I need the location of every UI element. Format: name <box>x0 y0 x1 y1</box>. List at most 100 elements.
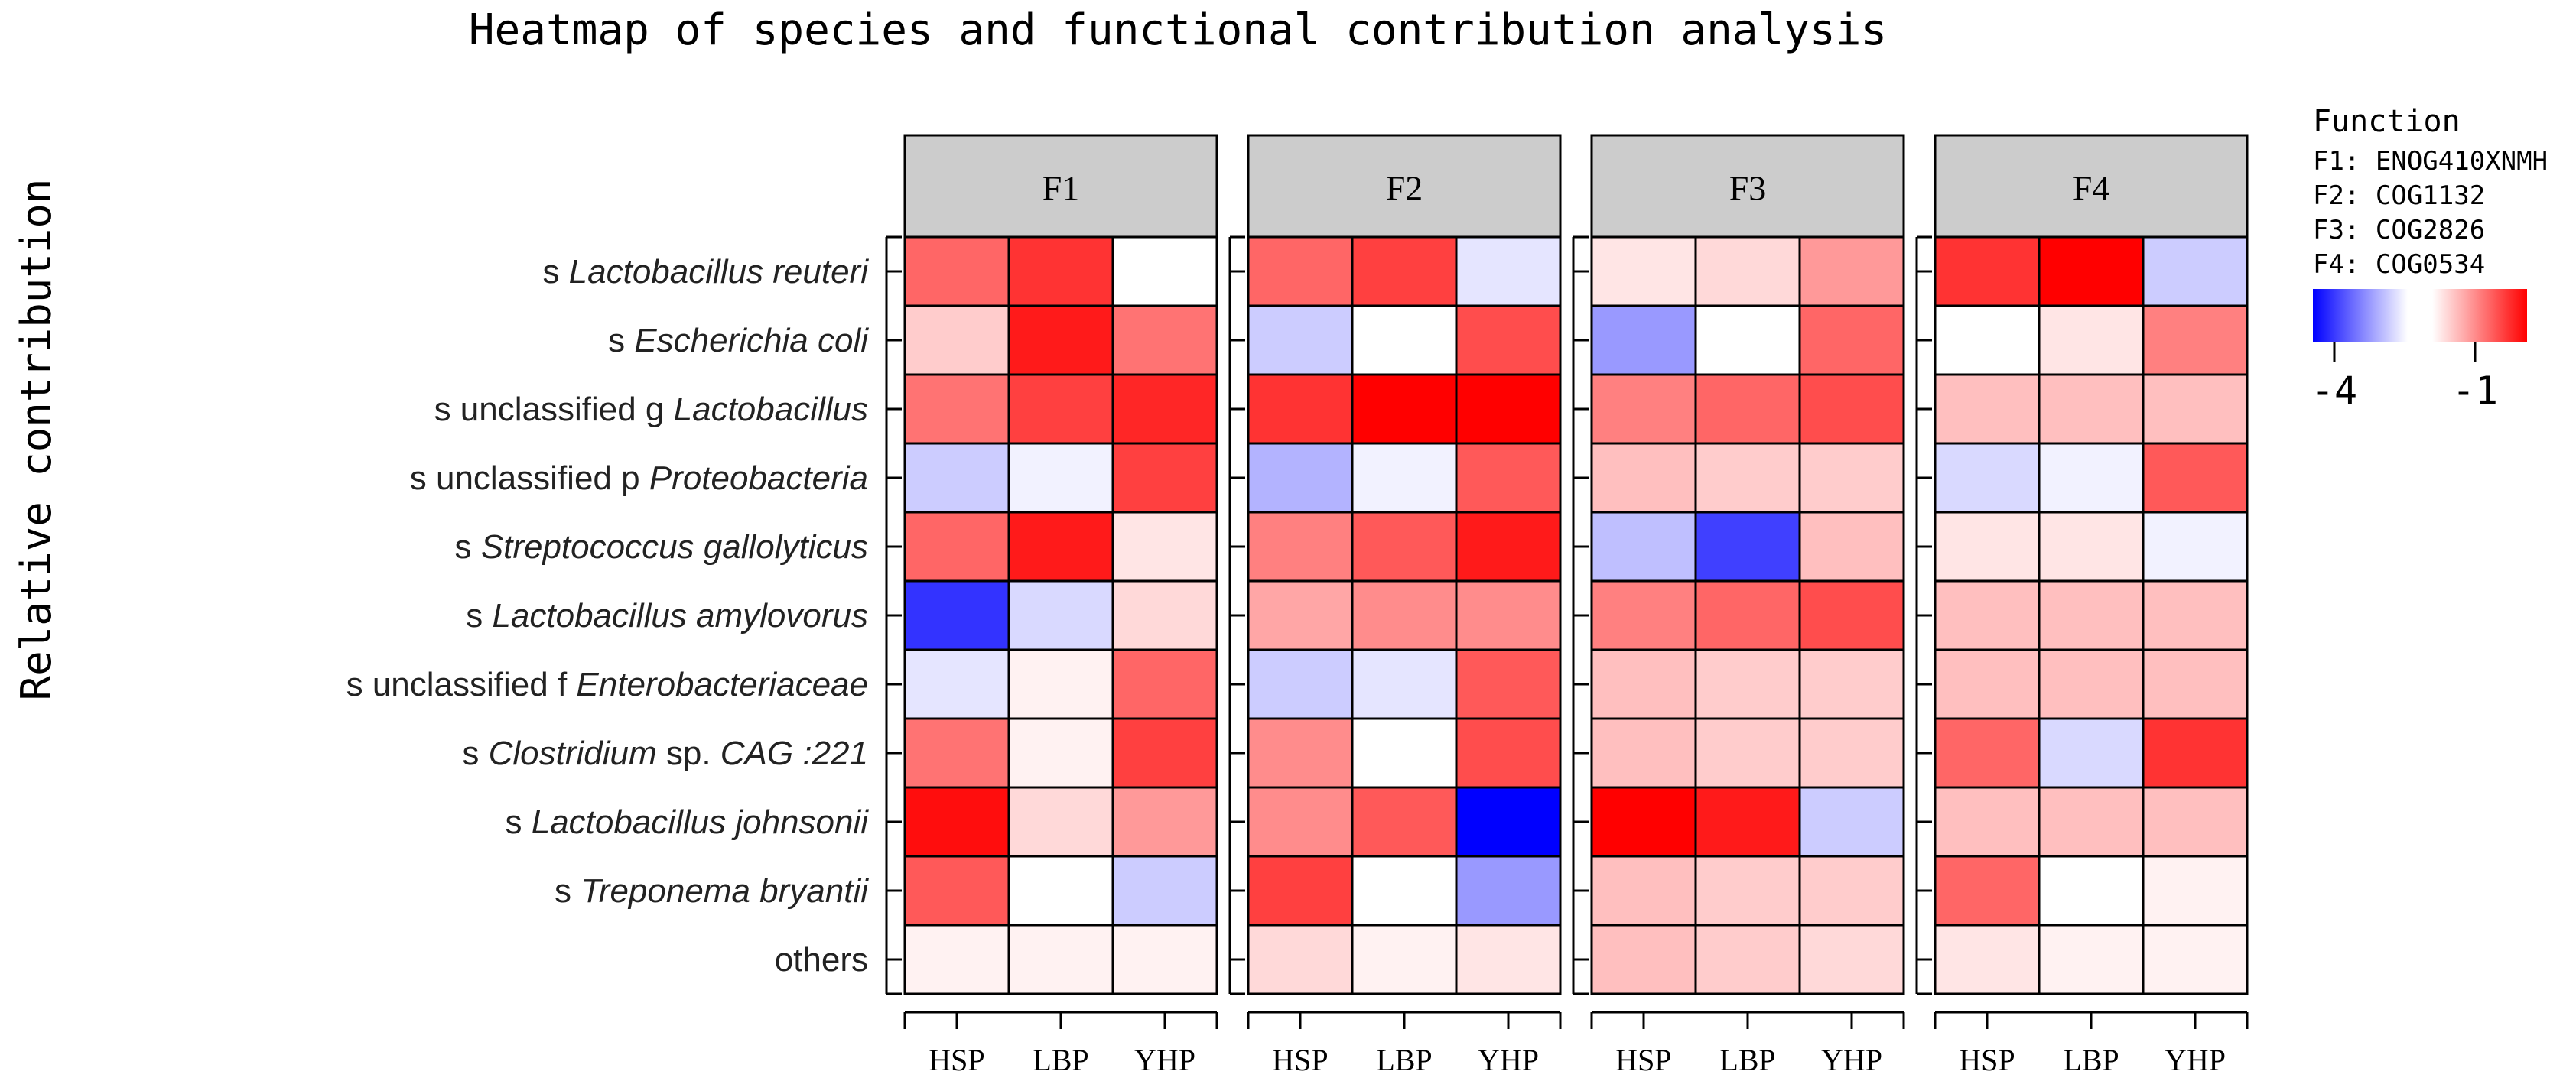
heatmap-cell <box>2142 717 2249 789</box>
heatmap-cell <box>1694 648 1801 720</box>
row-label: s unclassified g Lactobacillus <box>434 391 868 428</box>
heatmap-cell <box>2038 579 2145 651</box>
heatmap-cell <box>2038 855 2145 927</box>
heatmap-cell <box>903 648 1010 720</box>
heatmap-cell <box>1934 648 2041 720</box>
heatmap-cell <box>1351 717 1458 789</box>
heatmap-cell <box>1111 442 1218 514</box>
heatmap-cell <box>2038 786 2145 858</box>
facet-panel-f1: F1 HSP LBP YHP <box>885 134 1218 1077</box>
heatmap-cell <box>1934 304 2041 376</box>
heatmap-cell <box>903 717 1010 789</box>
heatmap-cell <box>1934 235 2041 307</box>
heatmap-cell <box>1351 442 1458 514</box>
heatmap-cell <box>2142 648 2249 720</box>
heatmap-cell <box>903 924 1010 995</box>
facet-strip-label: F1 <box>1042 169 1080 208</box>
heatmap-cell <box>1351 855 1458 927</box>
heatmap-cell <box>1934 373 2041 445</box>
heatmap-cell <box>903 579 1010 651</box>
row-label: s Streptococcus gallolyticus <box>455 528 868 566</box>
x-tick-label-lbp: LBP <box>2063 1043 2119 1077</box>
heatmap-cell <box>1247 924 1354 995</box>
row-label: s unclassified f Enterobacteriaceae <box>346 666 868 703</box>
row-label: s Lactobacillus reuteri <box>542 253 869 291</box>
heatmap-cell <box>1934 579 2041 651</box>
row-label: s Treponema bryantii <box>555 872 869 910</box>
heatmap-cell <box>1007 786 1114 858</box>
facet-panel-f3: F3 HSP LBP YHP <box>1572 134 1905 1077</box>
heatmap-cell <box>1694 855 1801 927</box>
heatmap-cell <box>1798 373 1905 445</box>
heatmap-cell <box>1247 511 1354 583</box>
heatmap-cell <box>2038 648 2145 720</box>
heatmap-cell <box>2142 579 2249 651</box>
x-tick-label-hsp: HSP <box>1615 1043 1671 1077</box>
heatmap-cell <box>1111 786 1218 858</box>
heatmap-cell <box>903 373 1010 445</box>
x-tick-label-yhp: YHP <box>1821 1043 1882 1077</box>
heatmap-cell <box>903 511 1010 583</box>
heatmap-cell <box>1934 786 2041 858</box>
legend-tick-label: -1 <box>2452 368 2498 413</box>
heatmap-cell <box>1111 304 1218 376</box>
heatmap-cell <box>1111 855 1218 927</box>
facet-strip-label: F4 <box>2073 169 2110 208</box>
heatmap-cell <box>2038 235 2145 307</box>
facet-strip <box>1247 134 1562 239</box>
heatmap-cell <box>1455 235 1562 307</box>
heatmap-cell <box>1351 235 1458 307</box>
heatmap-cell <box>903 442 1010 514</box>
heatmap-cell <box>1455 373 1562 445</box>
heatmap-cell <box>1351 786 1458 858</box>
heatmap-cell <box>1590 442 1697 514</box>
heatmap-cell <box>903 786 1010 858</box>
heatmap-cell <box>2038 511 2145 583</box>
facet-strip <box>1934 134 2249 239</box>
facet-strip <box>903 134 1218 239</box>
heatmap-cell <box>2038 924 2145 995</box>
facet-panel-f2: F2 HSP LBP YHP <box>1228 134 1562 1077</box>
x-tick-label-lbp: LBP <box>1033 1043 1088 1077</box>
heatmap-cell <box>1247 786 1354 858</box>
heatmap-cell <box>1798 855 1905 927</box>
heatmap-cell <box>1694 304 1801 376</box>
heatmap-cell <box>2142 511 2249 583</box>
heatmap-cell <box>1590 924 1697 995</box>
heatmap-cell <box>2038 442 2145 514</box>
heatmap-cell <box>1590 717 1697 789</box>
x-tick-label-hsp: HSP <box>1959 1043 2015 1077</box>
heatmap-cell <box>1111 373 1218 445</box>
heatmap-cell <box>1351 579 1458 651</box>
heatmap-cell <box>1590 579 1697 651</box>
heatmap-cell <box>1351 511 1458 583</box>
heatmap-cell <box>2142 786 2249 858</box>
heatmap-cell <box>2038 717 2145 789</box>
heatmap-cell <box>1111 717 1218 789</box>
heatmap-cell <box>1111 511 1218 583</box>
heatmap-cell <box>2038 304 2145 376</box>
x-tick-label-yhp: YHP <box>2165 1043 2226 1077</box>
heatmap-cell <box>1590 511 1697 583</box>
x-tick-label-hsp: HSP <box>1272 1043 1328 1077</box>
heatmap-cell <box>1007 648 1114 720</box>
heatmap-cell <box>903 235 1010 307</box>
heatmap-cell <box>1934 924 2041 995</box>
heatmap-cell <box>2142 855 2249 927</box>
heatmap-cell <box>1007 855 1114 927</box>
heatmap-cell <box>2142 373 2249 445</box>
heatmap-cell <box>1694 717 1801 789</box>
heatmap-cell <box>1455 579 1562 651</box>
facet-strip-label: F3 <box>1729 169 1767 208</box>
heatmap-cell <box>1455 442 1562 514</box>
heatmap-cell <box>1798 786 1905 858</box>
heatmap-cell <box>1351 924 1458 995</box>
legend-colorbar-high <box>2432 289 2527 342</box>
heatmap-cell <box>1007 442 1114 514</box>
heatmap-cell <box>1694 924 1801 995</box>
heatmap-cell <box>1798 511 1905 583</box>
heatmap-cell <box>1694 235 1801 307</box>
heatmap-cell <box>1007 717 1114 789</box>
heatmap-cell <box>1934 855 2041 927</box>
chart-title: Heatmap of species and functional contri… <box>469 5 1887 55</box>
